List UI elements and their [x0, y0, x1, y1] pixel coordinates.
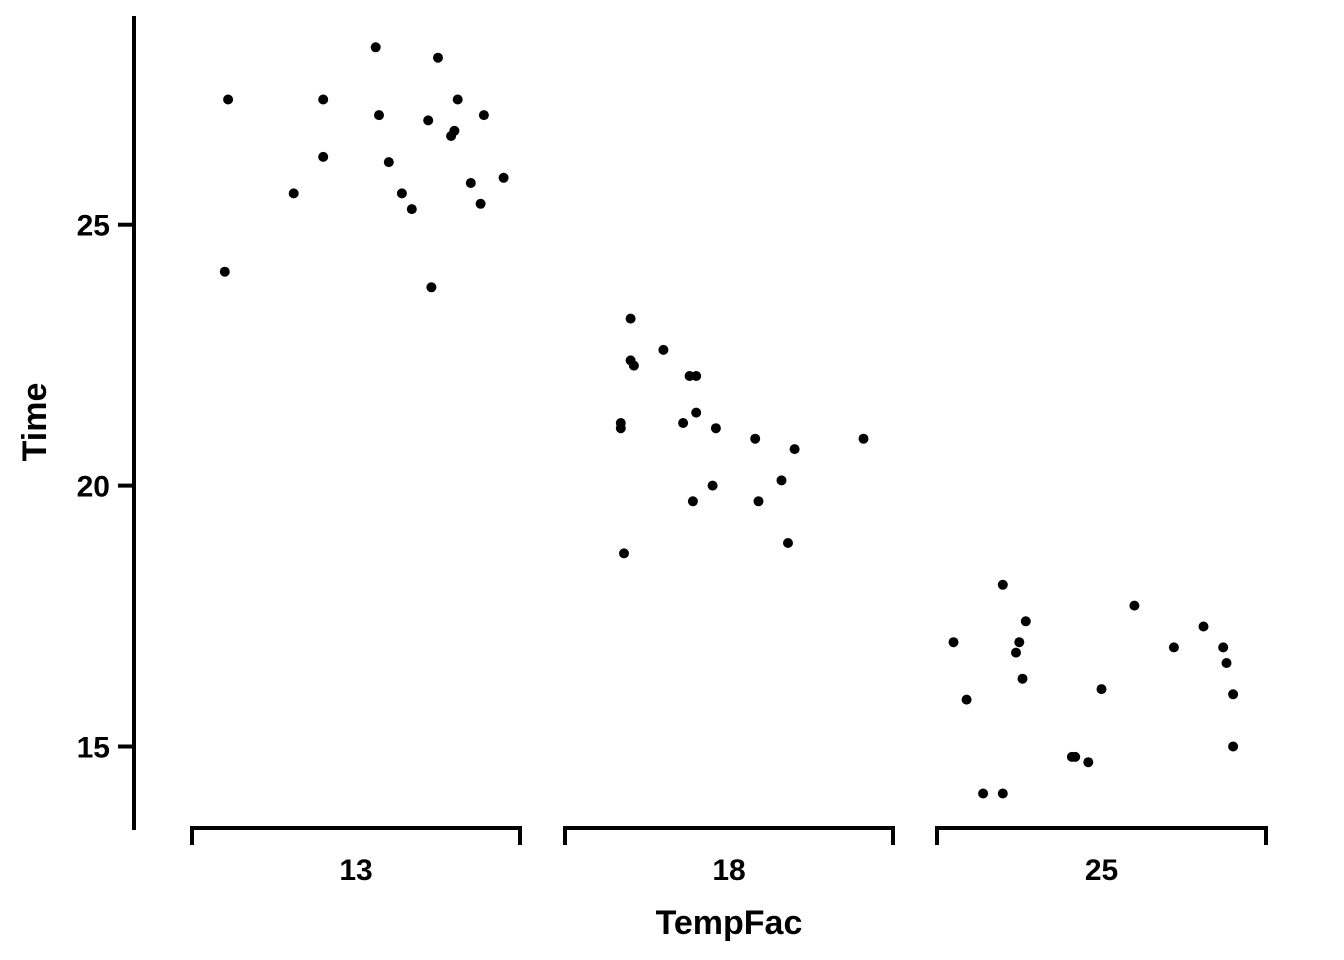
data-point [1228, 689, 1239, 700]
data-point [628, 360, 639, 371]
x-category-bracket [190, 826, 522, 845]
data-point [625, 313, 636, 324]
data-point [1083, 757, 1094, 768]
x-category-bracket [563, 826, 895, 845]
data-point [1017, 673, 1028, 684]
data-point [1168, 642, 1179, 653]
data-point [1198, 621, 1209, 632]
data-point [426, 282, 437, 293]
data-point [789, 444, 800, 455]
data-point [374, 110, 384, 121]
data-point [1228, 741, 1239, 752]
data-point [449, 125, 460, 136]
data-point [948, 637, 959, 648]
x-tick-label: 13 [339, 854, 372, 887]
y-ticks: 15 20 25 [77, 210, 134, 765]
data-point [961, 694, 972, 705]
data-point [707, 480, 718, 491]
data-point [498, 172, 509, 183]
data-point [658, 344, 669, 355]
data-points [219, 42, 1239, 799]
data-point [1011, 647, 1021, 658]
data-point [776, 475, 787, 486]
data-point [750, 433, 761, 444]
data-point [1096, 684, 1107, 695]
data-point [783, 538, 793, 548]
data-point [1014, 637, 1025, 648]
data-point [318, 151, 329, 162]
y-tick-label: 15 [77, 732, 110, 765]
data-point [465, 178, 476, 188]
data-point [219, 266, 230, 277]
data-point [288, 188, 299, 199]
x-axis: 13 18 25 [190, 826, 1268, 887]
data-point [383, 157, 394, 168]
x-axis-title: TempFac [656, 904, 803, 942]
data-point [858, 433, 869, 444]
data-point [478, 110, 489, 121]
data-point [978, 788, 989, 799]
data-point [1129, 600, 1140, 611]
data-point [423, 115, 434, 126]
data-point [997, 579, 1008, 590]
y-axis-title: Time [16, 383, 54, 462]
x-tick-label: 25 [1085, 854, 1118, 887]
data-point [396, 188, 407, 199]
data-point [1221, 658, 1232, 668]
data-point [615, 423, 626, 434]
data-point [223, 94, 234, 105]
data-point [710, 423, 721, 434]
data-point [370, 42, 381, 53]
x-tick-label: 18 [712, 854, 745, 887]
data-point [997, 788, 1008, 799]
data-point [452, 94, 463, 105]
data-point [691, 407, 702, 418]
y-tick-label: 25 [77, 210, 110, 243]
data-point [678, 418, 689, 428]
x-category-bracket [935, 826, 1268, 845]
data-point [691, 371, 702, 381]
data-point [1070, 751, 1081, 762]
data-point [1020, 616, 1031, 627]
data-point [406, 204, 417, 215]
data-point [318, 94, 329, 105]
data-point [433, 52, 443, 63]
y-axis: 15 20 25 [77, 16, 136, 830]
data-point [1218, 642, 1229, 653]
data-point [619, 548, 629, 559]
data-point [687, 496, 698, 507]
data-point [753, 496, 764, 507]
y-tick-label: 20 [77, 471, 110, 504]
data-point [475, 198, 486, 209]
